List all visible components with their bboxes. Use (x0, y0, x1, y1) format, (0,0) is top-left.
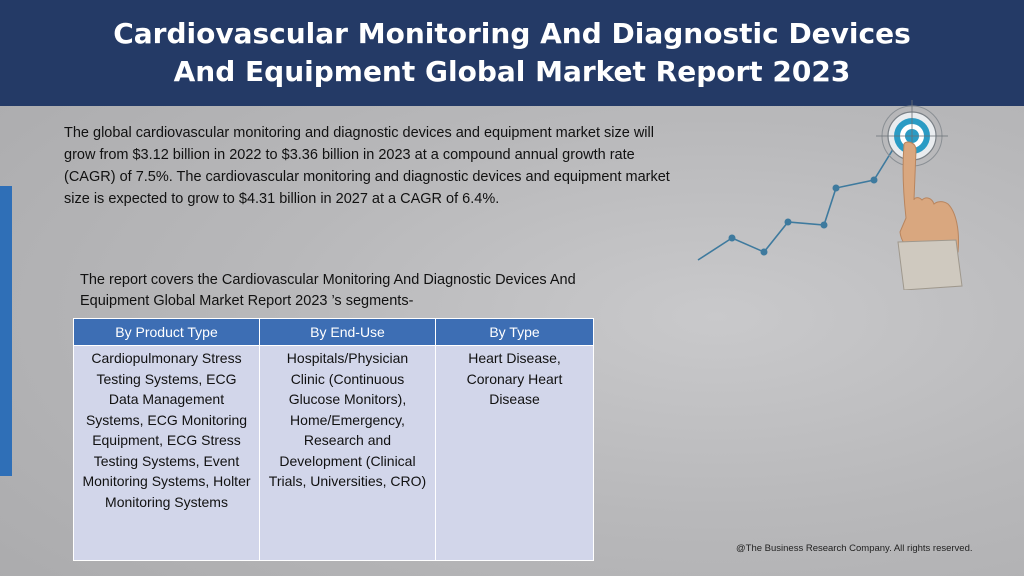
growth-point (760, 248, 768, 256)
target-growth-chart-icon (697, 100, 963, 290)
growth-point (728, 234, 736, 242)
cell-end-uses: Hospitals/Physician Clinic (Continuous G… (259, 345, 436, 561)
cell-types: Heart Disease, Coronary Heart Disease (435, 345, 594, 561)
growth-line (697, 137, 901, 261)
table-row: Cardiopulmonary Stress Testing Systems, … (73, 345, 594, 561)
pointing-hand-icon (897, 141, 963, 290)
title-banner: Cardiovascular Monitoring And Diagnostic… (0, 0, 1024, 106)
segments-intro-text: The report covers the Cardiovascular Mon… (80, 272, 576, 309)
page-title: Cardiovascular Monitoring And Diagnostic… (113, 17, 911, 88)
header-by-type: By Type (435, 318, 594, 346)
table-header-row: By Product Type By End-Use By Type (73, 318, 594, 346)
cell-product-types: Cardiopulmonary Stress Testing Systems, … (73, 345, 260, 561)
growth-point (832, 184, 840, 192)
copyright-notice: @The Business Research Company. All righ… (736, 543, 973, 554)
growth-point (784, 218, 792, 226)
segments-table: By Product Type By End-Use By Type Cardi… (73, 318, 594, 561)
left-accent-bar (0, 186, 12, 476)
header-by-end-use: By End-Use (259, 318, 436, 346)
header-by-product-type: By Product Type (73, 318, 260, 346)
growth-point (820, 221, 828, 229)
intro-paragraph: The global cardiovascular monitoring and… (64, 125, 670, 207)
growth-point (870, 176, 878, 184)
